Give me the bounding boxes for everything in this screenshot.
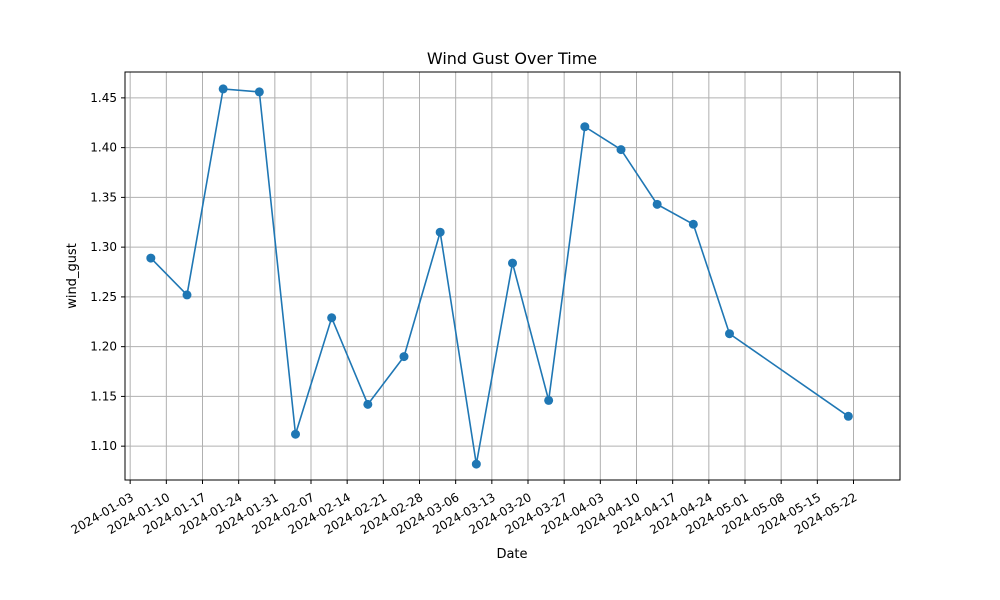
data-point bbox=[182, 290, 192, 300]
data-point bbox=[508, 258, 517, 268]
data-point bbox=[399, 352, 409, 362]
data-point bbox=[218, 84, 228, 94]
plot-frame bbox=[124, 71, 901, 481]
data-point bbox=[254, 87, 264, 97]
y-tick-label: 1.15 bbox=[90, 389, 117, 403]
data-point bbox=[291, 429, 300, 439]
series-line bbox=[150, 88, 849, 465]
series-layer bbox=[146, 84, 853, 469]
data-point bbox=[435, 227, 445, 237]
y-tick-label: 1.25 bbox=[90, 290, 117, 304]
data-point bbox=[616, 145, 626, 155]
data-point bbox=[146, 253, 156, 263]
data-point bbox=[843, 411, 853, 421]
data-point bbox=[471, 459, 481, 469]
data-point bbox=[725, 329, 734, 339]
data-point bbox=[652, 199, 662, 209]
chart-title: Wind Gust Over Time bbox=[427, 49, 597, 68]
data-point bbox=[688, 219, 698, 229]
data-point bbox=[580, 122, 590, 132]
y-axis-label: wind_gust bbox=[65, 243, 80, 309]
y-tick-label: 1.35 bbox=[90, 190, 117, 204]
y-tick-label: 1.45 bbox=[90, 91, 117, 105]
data-point bbox=[327, 313, 337, 323]
data-point bbox=[363, 399, 373, 409]
data-point bbox=[544, 395, 554, 405]
y-tick-label: 1.10 bbox=[90, 439, 117, 453]
grid-layer bbox=[125, 72, 900, 480]
y-tick-label: 1.40 bbox=[90, 141, 117, 155]
y-tick-label: 1.30 bbox=[90, 240, 117, 254]
y-tick-label: 1.20 bbox=[90, 340, 117, 354]
x-axis-label: Date bbox=[496, 547, 527, 562]
